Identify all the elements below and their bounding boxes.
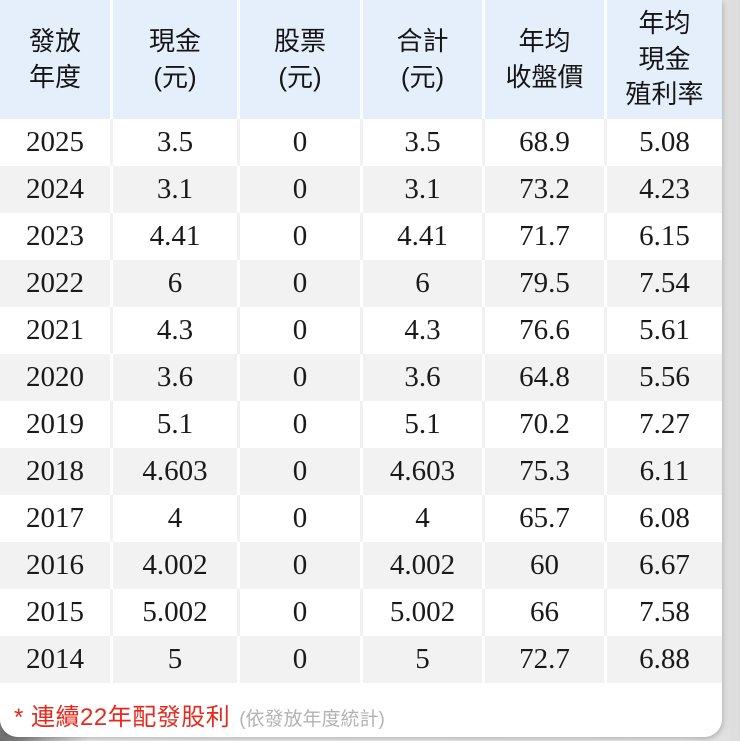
cell-cash_yield: 7.58	[639, 596, 690, 628]
cell-total: 5.1	[363, 401, 485, 448]
cell-cash: 5.002	[113, 589, 240, 636]
table-row-2024: 2024 3.1 0 3.1 73.2 4.23	[0, 166, 722, 213]
cell-year: 2016	[0, 542, 113, 589]
table-row-2020: 2020 3.6 0 3.6 64.8 5.56	[0, 354, 722, 401]
table-header: 發放 年度 現金 (元) 股票 (元) 合計 (元) 年均 收盤價 年均 現金 殖利率	[0, 0, 722, 119]
cell-year: 2017	[0, 495, 113, 542]
cell-avg_close_price: 75.3	[485, 448, 607, 495]
cell-total: 4.41	[363, 213, 485, 260]
cell-cash: 4.002	[113, 542, 240, 589]
cell-cash_yield: 5.08	[639, 126, 690, 158]
cell-year: 2018	[0, 448, 113, 495]
table-row-2025: 2025 3.5 0 3.5 68.9 5.08	[0, 119, 722, 166]
cell-cash_yield: 6.08	[639, 502, 690, 534]
cell-cash_yield: 4.23	[639, 173, 690, 205]
cell-stock: 0	[240, 119, 363, 166]
cell-avg_close_price: 70.2	[485, 401, 607, 448]
cell-cash: 3.6	[113, 354, 240, 401]
header-cell-cash_yield: 年均 現金 殖利率	[607, 0, 722, 119]
cell-cash: 3.1	[113, 166, 240, 213]
cell-avg_close_price: 68.9	[485, 119, 607, 166]
cell-avg_close_price: 79.5	[485, 260, 607, 307]
table-row-2023: 2023 4.41 0 4.41 71.7 6.15	[0, 213, 722, 260]
cell-year: 2025	[0, 119, 113, 166]
cell-cash_yield: 5.61	[639, 314, 690, 346]
cell-year: 2023	[0, 213, 113, 260]
cell-cash_yield: 5.56	[639, 361, 690, 393]
cell-cash: 4.603	[113, 448, 240, 495]
cell-stock: 0	[240, 401, 363, 448]
footnote: * 連續22年配發股利 (依發放年度統計)	[0, 683, 722, 737]
table-row-2016: 2016 4.002 0 4.002 60 6.67	[0, 542, 722, 589]
cell-avg_close_price: 72.7	[485, 636, 607, 683]
cell-stock: 0	[240, 213, 363, 260]
table-row-2021: 2021 4.3 0 4.3 76.6 5.61	[0, 307, 722, 354]
cell-cash_yield: 6.88	[639, 643, 690, 675]
cell-total: 4.3	[363, 307, 485, 354]
cell-stock: 0	[240, 636, 363, 683]
cell-year: 2019	[0, 401, 113, 448]
footnote-note: (依發放年度統計)	[239, 709, 385, 730]
dividend-table-card: 發放 年度 現金 (元) 股票 (元) 合計 (元) 年均 收盤價 年均 現金 殖利率 2…	[0, 0, 722, 737]
table-row-2017: 2017 4 0 4 65.7 6.08	[0, 495, 722, 542]
cell-cash: 4.3	[113, 307, 240, 354]
cell-avg_close_price: 66	[485, 589, 607, 636]
cell-year: 2021	[0, 307, 113, 354]
cell-year: 2014	[0, 636, 113, 683]
table-body: 2025 3.5 0 3.5 68.9 5.08 2024 3.1 0 3.1 73.2 4.23 20…	[0, 119, 722, 683]
cell-total: 6	[363, 260, 485, 307]
cell-cash_yield: 6.15	[639, 220, 690, 252]
cell-total: 3.6	[363, 354, 485, 401]
cell-avg_close_price: 60	[485, 542, 607, 589]
table-row-2018: 2018 4.603 0 4.603 75.3 6.11	[0, 448, 722, 495]
cell-avg_close_price: 65.7	[485, 495, 607, 542]
cell-stock: 0	[240, 354, 363, 401]
cell-avg_close_price: 73.2	[485, 166, 607, 213]
header-row: 發放 年度 現金 (元) 股票 (元) 合計 (元) 年均 收盤價 年均 現金 殖利率	[0, 0, 722, 119]
header-cell-year: 發放 年度	[0, 0, 113, 119]
cell-cash_yield: 6.11	[639, 455, 690, 487]
cell-stock: 0	[240, 589, 363, 636]
cell-cash: 5	[113, 636, 240, 683]
cell-year: 2015	[0, 589, 113, 636]
cell-total: 5.002	[363, 589, 485, 636]
cell-cash_yield: 7.27	[639, 408, 690, 440]
header-cell-stock: 股票 (元)	[240, 0, 363, 119]
table-row-2014: 2014 5 0 5 72.7 6.88	[0, 636, 722, 683]
cell-stock: 0	[240, 542, 363, 589]
cell-year: 2022	[0, 260, 113, 307]
cell-cash: 3.5	[113, 119, 240, 166]
cell-cash: 6	[113, 260, 240, 307]
cell-year: 2024	[0, 166, 113, 213]
cell-total: 3.1	[363, 166, 485, 213]
table-row-2019: 2019 5.1 0 5.1 70.2 7.27	[0, 401, 722, 448]
cell-total: 5	[363, 636, 485, 683]
table-row-2022: 2022 6 0 6 79.5 7.54	[0, 260, 722, 307]
footnote-highlight: * 連續22年配發股利	[14, 704, 231, 731]
cell-stock: 0	[240, 448, 363, 495]
cell-total: 4.002	[363, 542, 485, 589]
cell-cash: 4	[113, 495, 240, 542]
header-cell-total: 合計 (元)	[363, 0, 485, 119]
cell-total: 4.603	[363, 448, 485, 495]
cell-stock: 0	[240, 260, 363, 307]
cell-total: 4	[363, 495, 485, 542]
dividend-table: 發放 年度 現金 (元) 股票 (元) 合計 (元) 年均 收盤價 年均 現金 殖利率 2…	[0, 0, 722, 683]
cell-avg_close_price: 76.6	[485, 307, 607, 354]
header-cell-avg_close_price: 年均 收盤價	[485, 0, 607, 119]
cell-cash: 5.1	[113, 401, 240, 448]
cell-stock: 0	[240, 307, 363, 354]
cell-cash_yield: 6.67	[639, 549, 690, 581]
cell-stock: 0	[240, 166, 363, 213]
cell-year: 2020	[0, 354, 113, 401]
cell-avg_close_price: 71.7	[485, 213, 607, 260]
table-row-2015: 2015 5.002 0 5.002 66 7.58	[0, 589, 722, 636]
cell-total: 3.5	[363, 119, 485, 166]
cell-avg_close_price: 64.8	[485, 354, 607, 401]
cell-cash_yield: 7.54	[639, 267, 690, 299]
header-cell-cash: 現金 (元)	[113, 0, 240, 119]
cell-stock: 0	[240, 495, 363, 542]
cell-cash: 4.41	[113, 213, 240, 260]
